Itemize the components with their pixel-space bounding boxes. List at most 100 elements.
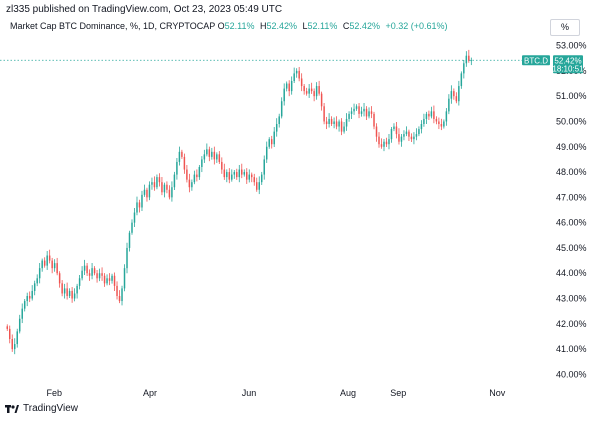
candle-body [358, 106, 360, 114]
y-tick-label: 40.00% [556, 369, 587, 379]
ohlc-close-value: 52.42% [349, 21, 380, 31]
candle-body [360, 111, 363, 114]
y-tick-label: 50.00% [556, 116, 587, 126]
candle-body [428, 113, 430, 117]
candle-body [453, 91, 455, 97]
candle-body [285, 83, 288, 89]
candle-body [288, 83, 290, 92]
candle-body [108, 278, 111, 281]
candle-body [278, 116, 280, 124]
candle-body [435, 118, 438, 122]
x-tick-label: Nov [489, 388, 506, 398]
candle-body [156, 177, 158, 188]
candle-body [226, 172, 228, 178]
candle-body [81, 270, 83, 279]
candle-body [206, 149, 208, 155]
candle-body [293, 73, 295, 81]
price-tag [553, 55, 583, 74]
candle-body [211, 151, 213, 157]
percent-scale-button[interactable]: % [550, 19, 580, 36]
candle-body [395, 126, 398, 135]
candle-body [11, 339, 13, 350]
candle-body [176, 161, 178, 175]
candle-body [33, 283, 36, 291]
candle-body [133, 212, 136, 223]
ohlc-open-label: O [217, 21, 225, 31]
symbol-tag [522, 55, 550, 66]
candle-body [171, 187, 173, 198]
candle-body [218, 154, 221, 162]
candle-body [463, 63, 465, 74]
y-tick-label: 45.00% [556, 243, 587, 253]
candle-body [355, 106, 358, 109]
x-tick-label: Aug [340, 388, 356, 398]
candle-body [433, 111, 435, 119]
candle-body [191, 182, 193, 188]
candle-body [73, 293, 76, 299]
candle-body [61, 283, 63, 294]
candle-body [96, 273, 98, 279]
candle-body [228, 172, 231, 180]
candle-body [68, 290, 71, 296]
candle-body [153, 182, 156, 188]
candle-body [76, 285, 78, 294]
candle-body [198, 167, 201, 178]
candle-body [318, 86, 320, 94]
candle-body [18, 318, 21, 332]
y-tick-label: 43.00% [556, 294, 587, 304]
candle-body [438, 121, 440, 124]
y-tick-label: 42.00% [556, 319, 587, 329]
candle-body [28, 296, 31, 299]
symbol-legend: Market Cap BTC Dominance, %, 1D, CRYPTOC… [10, 21, 451, 31]
candle-body [168, 189, 171, 198]
candle-body [325, 121, 328, 124]
candle-body [93, 268, 96, 274]
candle-body [148, 184, 151, 198]
candle-body [163, 184, 166, 193]
candle-body [56, 263, 58, 274]
candle-body [101, 273, 103, 276]
candle-body [193, 174, 196, 183]
candle-body [283, 88, 285, 102]
candle-body [308, 88, 310, 94]
candle-body [66, 288, 68, 296]
candle-body [58, 273, 61, 284]
ohlc-close-label: C [342, 21, 350, 31]
candle-body [313, 91, 315, 97]
ohlc-open-value: 52.11% [224, 21, 255, 31]
candle-body [88, 273, 91, 276]
candle-body [430, 111, 433, 117]
candle-body [21, 308, 23, 319]
candle-body [173, 174, 176, 188]
candle-body [128, 232, 131, 248]
candle-body [151, 182, 153, 185]
candle-body [136, 202, 138, 213]
candle-body [233, 172, 236, 175]
candle-body [181, 151, 183, 157]
candle-body [275, 124, 278, 132]
candle-body [383, 141, 385, 147]
candle-body [241, 169, 243, 175]
candle-body [445, 111, 448, 122]
candle-body [465, 55, 468, 64]
y-tick-label: 46.00% [556, 218, 587, 228]
ohlc-high-value: 52.42% [266, 21, 298, 31]
x-tick-label: Apr [143, 388, 157, 398]
tradingview-footer[interactable]: TradingView [5, 403, 78, 414]
candle-body [243, 172, 246, 175]
candle-body [53, 263, 56, 269]
y-tick-label: 51.00% [556, 91, 587, 101]
candle-body [418, 129, 420, 135]
candle-body [208, 149, 211, 157]
publisher-line: zl335 published on TradingView.com, Oct … [6, 4, 283, 15]
candle-body [370, 111, 373, 114]
candle-body [141, 194, 143, 208]
candle-body [373, 113, 375, 127]
symbol-title[interactable]: Market Cap BTC Dominance, %, 1D, CRYPTOC… [10, 21, 216, 31]
candle-body [423, 118, 425, 124]
candle-body [400, 136, 403, 142]
candle-body [223, 169, 226, 178]
candle-body [201, 159, 203, 167]
x-tick-label: Jun [242, 388, 257, 398]
